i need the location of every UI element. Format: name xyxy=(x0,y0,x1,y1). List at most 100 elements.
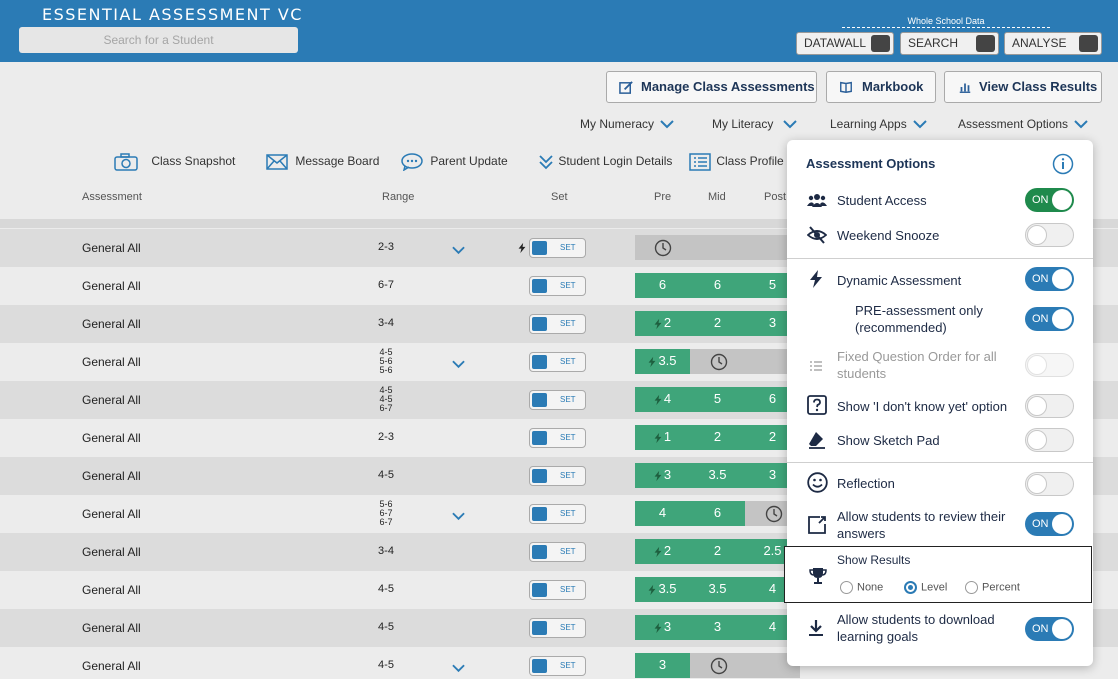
menu-my-numeracy[interactable]: My Numeracy xyxy=(580,117,674,131)
manage-class-assessments-button[interactable]: Manage Class Assessments xyxy=(606,71,817,103)
toggle-knob xyxy=(1027,355,1047,375)
student-access-toggle[interactable]: ON xyxy=(1025,188,1074,212)
result-option-none[interactable]: None xyxy=(840,581,883,594)
menu-learning-apps[interactable]: Learning Apps xyxy=(830,117,927,131)
score-segment[interactable]: 2 xyxy=(690,539,745,564)
score-segment[interactable]: 2 xyxy=(635,311,690,336)
result-option-percent[interactable]: Percent xyxy=(965,581,1020,594)
markbook-button[interactable]: Markbook xyxy=(826,71,936,103)
score-segment[interactable]: 3.5 xyxy=(635,349,690,374)
radio-circle-selected xyxy=(904,581,917,594)
menu-my-literacy[interactable]: My Literacy xyxy=(712,117,798,131)
expand-row-button[interactable] xyxy=(452,356,465,374)
set-toggle[interactable]: SET xyxy=(529,276,586,296)
dynamic-assessment-toggle[interactable]: ON xyxy=(1025,267,1074,291)
range-cell: 3-4 xyxy=(376,317,396,329)
toggle-knob xyxy=(1052,619,1072,639)
score-segment[interactable]: 3.5 xyxy=(690,463,745,488)
reflection-label: Reflection xyxy=(837,476,895,491)
set-toggle[interactable]: SET xyxy=(529,542,586,562)
download-goals-toggle[interactable]: ON xyxy=(1025,617,1074,641)
score-segment[interactable]: 3 xyxy=(635,615,690,640)
datawall-button[interactable]: DATAWALL xyxy=(796,32,894,55)
student-login-label: Student Login Details xyxy=(558,154,673,168)
score-segment[interactable]: 2 xyxy=(690,311,745,336)
class-profile-button[interactable]: Class Profile xyxy=(689,150,784,172)
student-login-details-button[interactable]: Student Login Details xyxy=(538,150,672,172)
score-value: 6 xyxy=(768,391,777,406)
score-segment[interactable]: 2 xyxy=(635,539,690,564)
expand-row-button[interactable] xyxy=(452,508,465,526)
score-segment[interactable]: 5 xyxy=(690,387,745,412)
score-segment[interactable]: 6 xyxy=(690,273,745,298)
score-value: 5 xyxy=(713,391,722,406)
expand-row-button[interactable] xyxy=(452,242,465,260)
toggle-knob xyxy=(532,507,547,521)
pre-assessment-toggle[interactable]: ON xyxy=(1025,307,1074,331)
score-segment[interactable]: 2 xyxy=(690,425,745,450)
set-label: SET xyxy=(560,319,576,328)
bolt-icon xyxy=(649,356,656,367)
message-board-button[interactable]: Message Board xyxy=(266,150,379,172)
range-cell: 4-5 xyxy=(376,621,396,633)
score-segment[interactable]: 6 xyxy=(690,501,745,526)
set-toggle[interactable]: SET xyxy=(529,466,586,486)
show-results-label: Show Results xyxy=(837,553,911,567)
score-value: 3.5 xyxy=(708,467,727,482)
search-label: SEARCH xyxy=(908,36,959,50)
toggle-on-text: ON xyxy=(1032,313,1049,325)
toggle-knob xyxy=(1027,396,1047,416)
panel-title: Assessment Options xyxy=(806,156,936,171)
score-segment[interactable]: 3 xyxy=(635,653,690,678)
score-segment[interactable]: 1 xyxy=(635,425,690,450)
set-label: SET xyxy=(560,357,576,366)
expand-row-button[interactable] xyxy=(452,660,465,678)
score-segment[interactable]: 3 xyxy=(635,463,690,488)
set-toggle[interactable]: SET xyxy=(529,352,586,372)
student-search-input[interactable] xyxy=(19,27,298,53)
dont-know-yet-toggle[interactable] xyxy=(1025,394,1074,418)
set-toggle[interactable]: SET xyxy=(529,238,586,258)
score-segment[interactable]: 6 xyxy=(635,273,690,298)
class-snapshot-label: Class Snapshot xyxy=(151,154,236,168)
reflection-toggle[interactable] xyxy=(1025,472,1074,496)
score-segment[interactable]: 4 xyxy=(635,501,690,526)
score-segment[interactable]: 3.5 xyxy=(635,577,690,602)
fixed-question-order-label: Fixed Question Order for all students xyxy=(837,349,997,381)
set-toggle[interactable]: SET xyxy=(529,314,586,334)
question-square-icon xyxy=(807,395,827,415)
set-toggle[interactable]: SET xyxy=(529,504,586,524)
set-toggle[interactable]: SET xyxy=(529,580,586,600)
set-label: SET xyxy=(560,433,576,442)
score-segment[interactable]: 3 xyxy=(690,615,745,640)
analyse-button[interactable]: ANALYSE xyxy=(1004,32,1102,55)
range-value: 6-7 xyxy=(378,279,394,291)
result-percent-label: Percent xyxy=(982,581,1020,594)
info-icon[interactable] xyxy=(1052,153,1074,175)
score-value: 2 xyxy=(768,429,777,444)
search-button[interactable]: SEARCH xyxy=(900,32,999,55)
result-option-level[interactable]: Level xyxy=(904,581,947,594)
sketch-pad-toggle[interactable] xyxy=(1025,428,1074,452)
parent-update-button[interactable]: Parent Update xyxy=(401,150,508,172)
review-answers-toggle[interactable]: ON xyxy=(1025,512,1074,536)
set-toggle[interactable]: SET xyxy=(529,428,586,448)
set-toggle[interactable]: SET xyxy=(529,656,586,676)
set-label: SET xyxy=(560,585,576,594)
weekend-snooze-toggle[interactable] xyxy=(1025,223,1074,247)
set-toggle[interactable]: SET xyxy=(529,618,586,638)
bolt-icon xyxy=(810,270,822,288)
menu-assessment-options[interactable]: Assessment Options xyxy=(958,117,1088,131)
score-segment[interactable]: 3.5 xyxy=(690,577,745,602)
view-class-results-button[interactable]: View Class Results xyxy=(944,71,1102,103)
range-cell: 4-5 4-5 6-7 xyxy=(376,386,396,413)
class-snapshot-button[interactable]: Class Snapshot xyxy=(114,150,235,172)
whole-school-data-label: Whole School Data xyxy=(842,16,1050,28)
score-segment[interactable]: 4 xyxy=(635,387,690,412)
my-numeracy-label: My Numeracy xyxy=(580,117,655,131)
range-cell: 2-3 xyxy=(376,241,396,253)
fixed-question-order-toggle[interactable] xyxy=(1025,353,1074,377)
set-toggle[interactable]: SET xyxy=(529,390,586,410)
download-icon xyxy=(809,620,823,636)
toggle-knob xyxy=(1052,190,1072,210)
